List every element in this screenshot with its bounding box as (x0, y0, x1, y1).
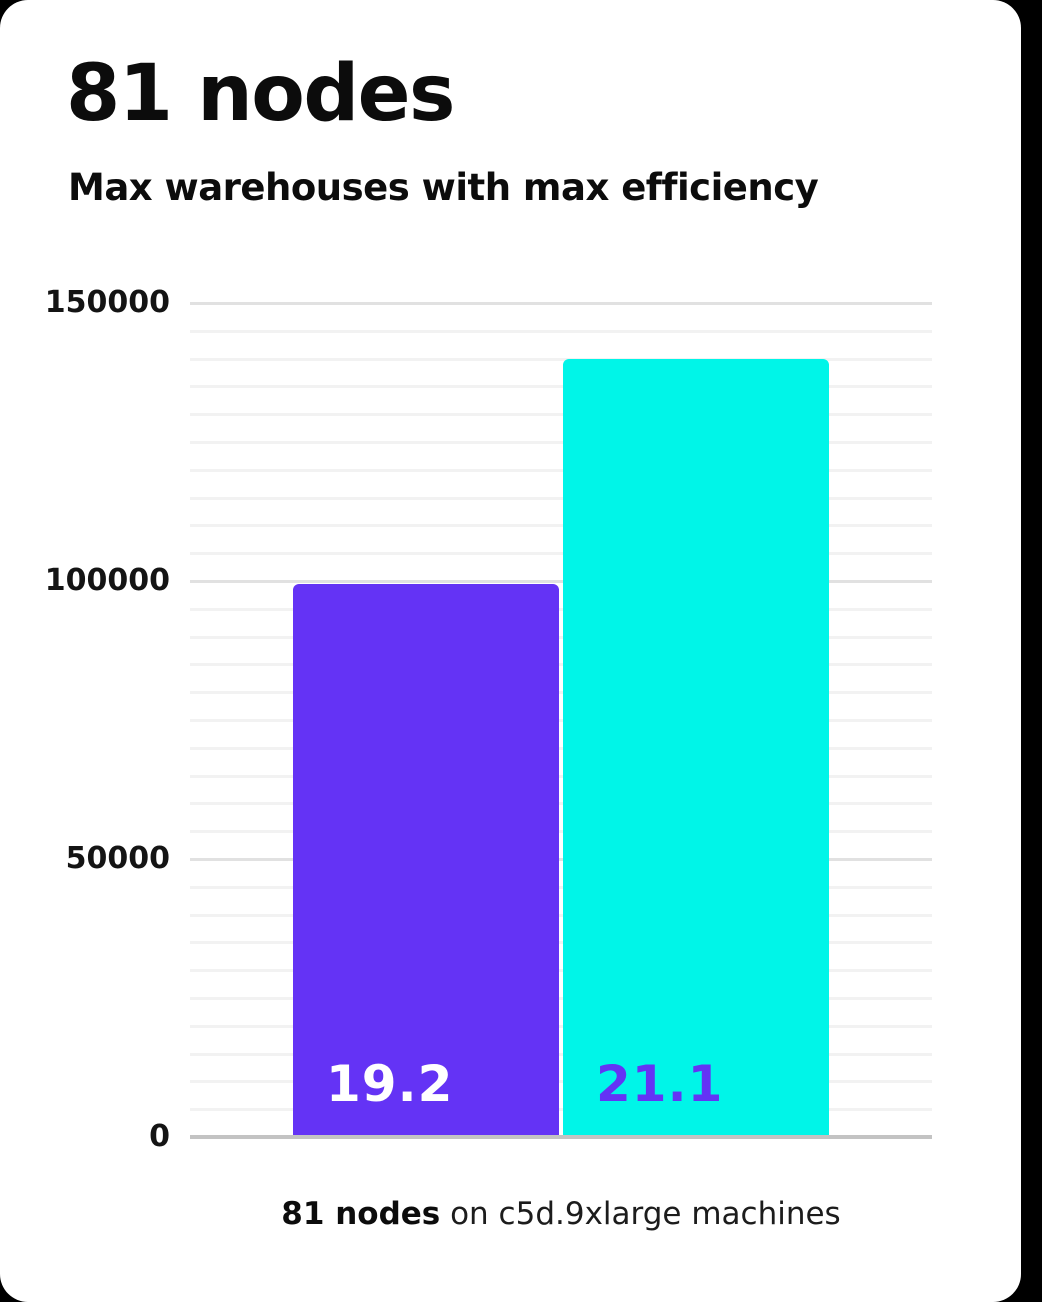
minor-gridline (190, 774, 932, 778)
y-tick-label: 150000 (44, 284, 170, 320)
minor-gridline (190, 802, 932, 806)
minor-gridline (190, 997, 932, 1000)
chart-card: 81 nodes Max warehouses with max efficie… (0, 0, 1021, 1302)
bar-21.1: 21.1 (563, 358, 829, 1137)
bar-value-label: 21.1 (596, 1055, 724, 1113)
y-axis: 150000 100000 50000 0 (0, 285, 170, 1154)
minor-gridline (190, 1024, 932, 1028)
bar-19.2: 19.2 (293, 583, 559, 1137)
minor-gridline (190, 329, 932, 333)
y-tick-label: 50000 (65, 840, 170, 876)
minor-gridline (190, 524, 932, 528)
minor-gridline (190, 969, 932, 973)
y-tick-label: 100000 (44, 562, 170, 598)
minor-gridline (190, 441, 932, 444)
bar-value-label: 19.2 (326, 1055, 454, 1113)
caption-rest-text: on c5d.9xlarge machines (440, 1196, 841, 1232)
page-title: 81 nodes (66, 49, 455, 139)
caption-bold-text: 81 nodes (281, 1196, 441, 1232)
major-gridline (190, 858, 932, 861)
y-tick-label: 0 (149, 1118, 170, 1154)
minor-gridline (190, 357, 932, 361)
minor-gridline (190, 663, 932, 667)
bar-chart: 150000 100000 50000 0 19.2 21.1 (0, 285, 932, 1154)
minor-gridline (190, 746, 932, 750)
minor-gridline (190, 552, 932, 556)
x-axis-baseline (190, 1135, 932, 1139)
chart-caption: 81 nodes on c5d.9xlarge machines (190, 1196, 932, 1232)
major-gridline (190, 302, 932, 305)
minor-gridline (190, 607, 932, 611)
minor-gridline (190, 413, 932, 417)
minor-gridline (190, 1108, 932, 1112)
minor-gridline (190, 468, 932, 472)
minor-gridline (190, 1080, 932, 1084)
minor-gridline (190, 385, 932, 389)
minor-gridline (190, 691, 932, 695)
minor-gridline (190, 885, 932, 889)
minor-gridline (190, 1052, 932, 1056)
minor-gridline (190, 635, 932, 639)
minor-gridline (190, 719, 932, 722)
page-subtitle: Max warehouses with max efficiency (68, 166, 819, 209)
plot-area: 19.2 21.1 (190, 302, 932, 1139)
minor-gridline (190, 913, 932, 917)
major-gridline (190, 580, 932, 583)
minor-gridline (190, 941, 932, 945)
minor-gridline (190, 830, 932, 834)
minor-gridline (190, 496, 932, 500)
